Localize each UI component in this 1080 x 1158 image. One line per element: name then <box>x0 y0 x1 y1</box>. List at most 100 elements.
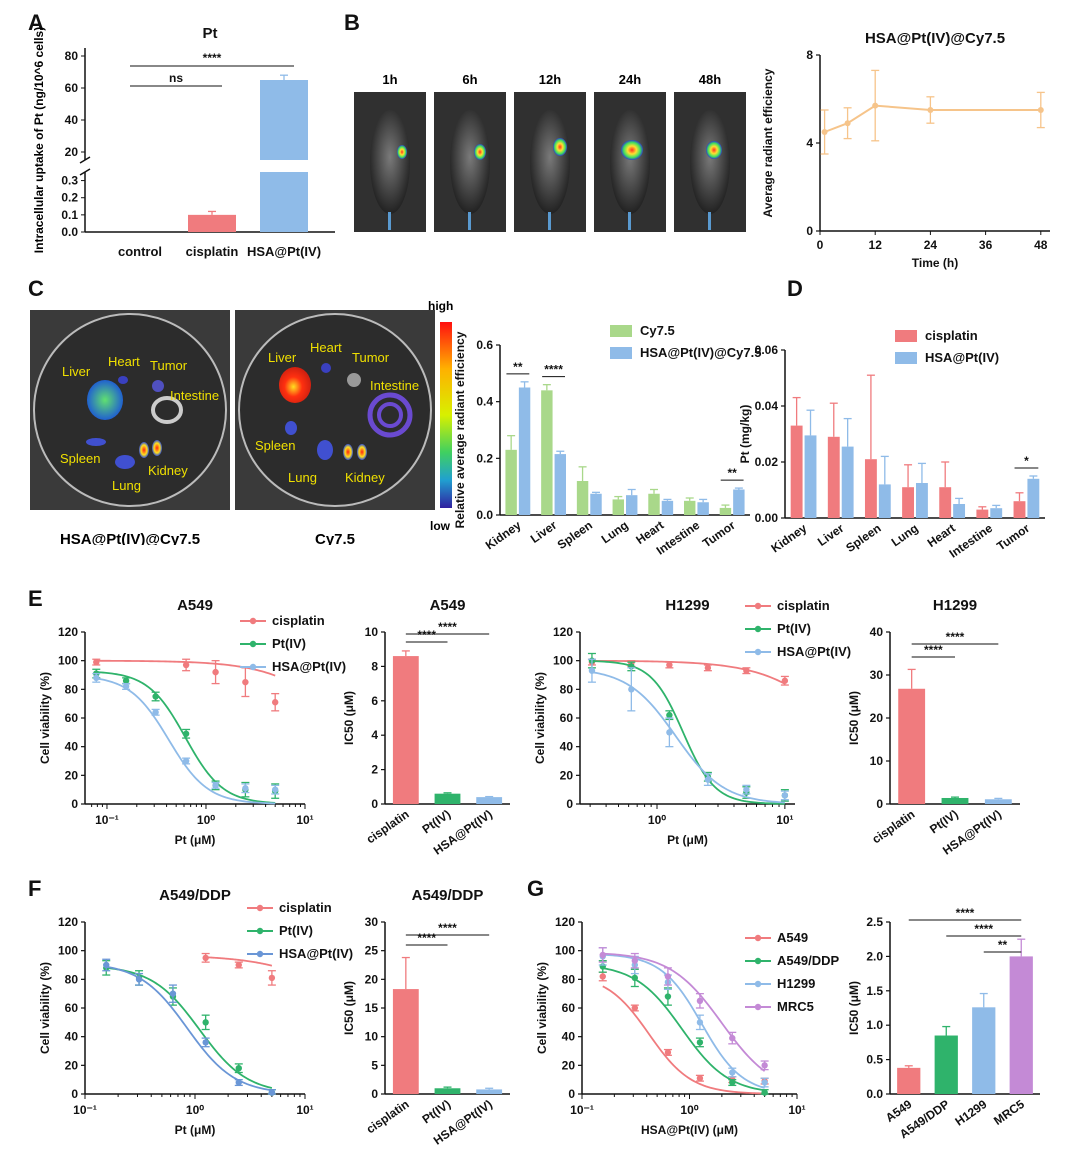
y-tick-label: 1.0 <box>866 1018 883 1032</box>
x-tick-label: 0 <box>817 238 824 252</box>
significance-label: ** <box>513 360 523 374</box>
fit-curve <box>602 953 765 1089</box>
legend-marker <box>754 648 762 656</box>
chart-e1: 0 20 40 60 80 100 120 10⁻¹ 10⁰ 10¹ Pt (μM) cisplati… <box>38 597 346 847</box>
significance-label: ** <box>998 938 1008 952</box>
y-tick-label: 30 <box>870 668 884 682</box>
chart-g2: 0.00.51.01.52.02.5**********A549A549/DDP… <box>847 906 1040 1141</box>
data-point <box>103 961 110 969</box>
x-tick-label: 10⁰ <box>186 1103 204 1117</box>
fit-curve <box>591 660 785 805</box>
bar <box>941 797 969 804</box>
y-tick-label: 0.0 <box>476 508 493 522</box>
data-point <box>729 1079 736 1086</box>
legend-label: HSA@Pt(IV) <box>279 946 353 961</box>
y-tick-label: 2.5 <box>866 915 883 929</box>
y-axis-label: Intracellular uptake of Pt (ng/10^6 cell… <box>32 27 46 253</box>
bar <box>804 435 817 518</box>
y-axis-label: Pt (mg/kg) <box>738 405 752 464</box>
x-tick-label: 12 <box>869 238 883 252</box>
mouse-imaging-strip: 1h 6h 12h 24h 48h <box>354 72 746 232</box>
y-tick-label: 0.4 <box>476 395 493 409</box>
bar <box>1009 956 1033 1094</box>
organ-label-spleen: Spleen <box>255 438 295 453</box>
y-tick-label: 1.5 <box>866 984 883 998</box>
y-tick-label: 60 <box>65 81 79 95</box>
data-point <box>743 786 750 793</box>
fluorescence-spot <box>397 145 407 159</box>
data-point <box>599 951 606 959</box>
y-tick-label: 120 <box>555 915 575 929</box>
organ-label-heart: Heart <box>108 354 140 369</box>
data-point <box>781 792 789 799</box>
chart-f1: 0 20 40 60 80 100 120 10⁻¹ 10⁰ 10¹ Pt (μM) cisplati… <box>38 887 353 1137</box>
significance-label: **** <box>438 921 457 935</box>
category-label: cisplatin <box>186 244 239 259</box>
bar <box>827 436 840 518</box>
y-tick-label: 60 <box>65 711 79 725</box>
significance-label: **** <box>417 628 436 642</box>
x-tick-label: 10⁰ <box>197 813 215 827</box>
data-point <box>743 667 750 674</box>
data-point <box>666 661 673 669</box>
legend-marker <box>754 957 762 965</box>
y-tick-label: 0.3 <box>61 174 78 188</box>
chart-title: Pt <box>203 25 218 42</box>
fluorescence-spot <box>553 138 567 156</box>
chart-title: A549 <box>430 597 466 614</box>
legend-marker <box>754 980 762 988</box>
significance-label: **** <box>203 51 222 65</box>
data-point <box>664 1049 672 1056</box>
panel-label-a: A <box>28 10 44 35</box>
y-tick-label: 20 <box>65 1058 79 1072</box>
bar <box>392 656 419 804</box>
bar <box>939 487 952 518</box>
mouse-frame-2 <box>434 92 506 232</box>
data-point <box>696 997 704 1005</box>
data-point <box>631 957 639 964</box>
y-tick-label: 10 <box>365 1030 379 1044</box>
y-tick-label: 120 <box>553 625 573 639</box>
dish-left-title: HSA@Pt(IV)@Cy7.5 <box>60 531 200 545</box>
bar-lower-segment <box>260 172 308 232</box>
bar <box>1027 478 1040 518</box>
time-label: 1h <box>382 72 397 87</box>
y-tick-label: 20 <box>65 768 79 782</box>
legend-label: Pt(IV) <box>279 923 313 938</box>
y-tick-label: 0.02 <box>755 455 779 469</box>
organ-label-liver: Liver <box>62 364 91 379</box>
bar <box>648 493 660 515</box>
category-label: Spleen <box>555 518 595 552</box>
bar <box>612 499 624 515</box>
y-axis-label: Relative average radiant efficiency <box>453 331 467 528</box>
y-tick-label: 8 <box>806 48 813 62</box>
data-point <box>212 668 219 676</box>
time-label: 6h <box>462 72 477 87</box>
y-tick-label: 0.2 <box>61 191 78 205</box>
y-tick-label: 60 <box>560 711 574 725</box>
data-point <box>599 973 606 980</box>
chart-title: A549/DDP <box>412 887 484 904</box>
x-tick-label: 10⁰ <box>680 1103 698 1117</box>
x-tick-label: 10¹ <box>788 1103 805 1117</box>
data-point <box>268 974 276 982</box>
y-tick-label: 20 <box>365 972 379 986</box>
bar <box>476 797 503 804</box>
y-tick-label: 30 <box>365 915 379 929</box>
bar <box>1013 501 1026 518</box>
organ-dish-images: Liver Heart Tumor Intestine Spleen Kidne… <box>30 300 453 545</box>
legend-label: cisplatin <box>925 328 978 343</box>
panel-label-d: D <box>787 276 803 301</box>
fit-curve <box>602 952 766 1072</box>
fit-curve <box>106 966 273 1089</box>
legend-swatch <box>610 347 632 359</box>
time-label: 12h <box>539 72 561 87</box>
category-label: Kidney <box>768 521 809 556</box>
category-label: control <box>118 244 162 259</box>
organ-label-lung: Lung <box>288 470 317 485</box>
organ-label-lung: Lung <box>112 478 141 493</box>
time-label: 24h <box>619 72 641 87</box>
y-tick-label: 0 <box>876 797 883 811</box>
chart-title: HSA@Pt(IV)@Cy7.5 <box>865 30 1005 47</box>
data-point <box>1037 107 1044 113</box>
